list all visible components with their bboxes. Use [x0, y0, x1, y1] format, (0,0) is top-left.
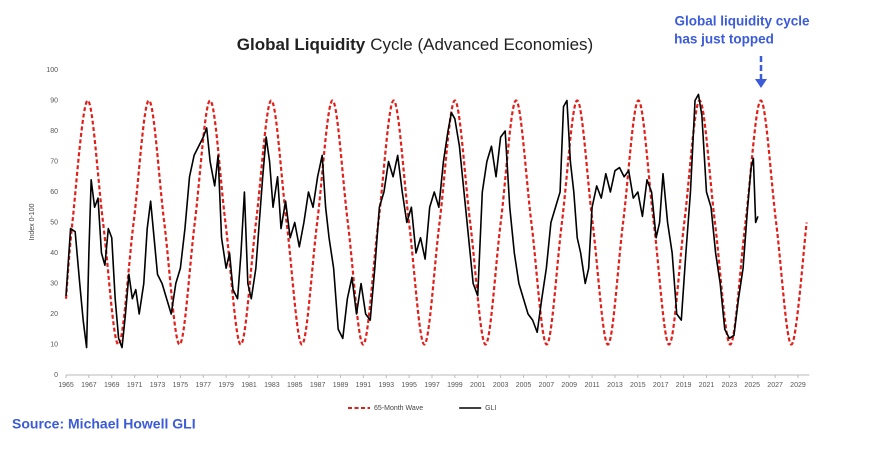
- series-line: [64, 99, 808, 346]
- annotation-arrowhead: [755, 79, 767, 88]
- legend-label: 65-Month Wave: [374, 405, 423, 412]
- chart-title: Global Liquidity Cycle (Advanced Economie…: [237, 35, 593, 54]
- x-tick-label: 1989: [333, 382, 349, 389]
- title-bold: Global Liquidity: [237, 35, 366, 54]
- x-tick-label: 2005: [516, 382, 532, 389]
- y-tick-label: 30: [50, 280, 58, 287]
- x-tick-label: 1993: [378, 382, 394, 389]
- x-tick-label: 1965: [58, 382, 74, 389]
- x-tick-label: 1967: [81, 382, 97, 389]
- x-tick-label: 2001: [470, 382, 486, 389]
- x-tick-label: 2027: [767, 382, 783, 389]
- annotation-line: Global liquidity cycle: [674, 14, 810, 29]
- x-tick-label: 1987: [310, 382, 326, 389]
- x-tick-label: 2003: [493, 382, 509, 389]
- x-tick-label: 1979: [218, 382, 234, 389]
- x-tick-label: 2029: [790, 382, 806, 389]
- x-tick-label: 2021: [699, 382, 715, 389]
- x-tick-label: 1983: [264, 382, 280, 389]
- source: Source: Michael Howell GLI: [12, 416, 196, 432]
- x-tick-label: 2013: [607, 382, 623, 389]
- x-tick-label: 2015: [630, 382, 646, 389]
- x-tick-label: 1981: [241, 382, 257, 389]
- annotation-line: has just topped: [674, 32, 774, 47]
- legend-label: GLI: [485, 405, 496, 412]
- y-axis-label: Index 0-100: [29, 203, 36, 240]
- x-tick-label: 2019: [676, 382, 692, 389]
- x-tick-label: 1991: [356, 382, 372, 389]
- x-tick-label: 1985: [287, 382, 303, 389]
- x-tick-label: 1973: [150, 382, 166, 389]
- series-line: [65, 93, 759, 349]
- x-tick-label: 1995: [401, 382, 417, 389]
- x-tick-label: 2025: [744, 382, 760, 389]
- x-tick-label: 1969: [104, 382, 120, 389]
- x-tick-label: 1971: [127, 382, 143, 389]
- y-tick-label: 40: [50, 250, 58, 257]
- y-tick-label: 10: [50, 341, 58, 348]
- y-tick-label: 20: [50, 311, 58, 318]
- x-tick-label: 1977: [195, 382, 211, 389]
- x-tick-label: 2017: [653, 382, 669, 389]
- y-tick-label: 60: [50, 189, 58, 196]
- title-rest: Cycle (Advanced Economies): [370, 35, 593, 54]
- y-tick-label: 100: [46, 67, 58, 74]
- y-tick-label: 50: [50, 219, 58, 226]
- y-tick-label: 80: [50, 128, 58, 135]
- x-tick-label: 1997: [424, 382, 440, 389]
- x-tick-label: 1975: [173, 382, 189, 389]
- x-tick-label: 1999: [447, 382, 463, 389]
- x-tick-label: 2023: [722, 382, 738, 389]
- y-tick-label: 90: [50, 97, 58, 104]
- y-tick-label: 70: [50, 158, 58, 165]
- x-tick-label: 2007: [539, 382, 555, 389]
- y-tick-label: 0: [54, 372, 58, 379]
- x-tick-label: 2011: [585, 382, 600, 389]
- x-tick-label: 2009: [561, 382, 577, 389]
